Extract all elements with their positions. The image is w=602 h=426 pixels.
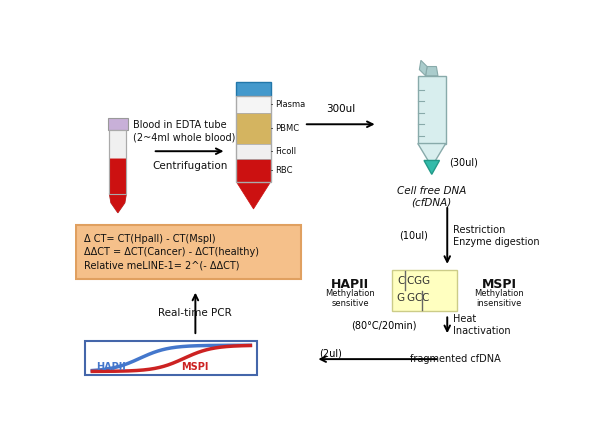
Text: Centrifugation: Centrifugation bbox=[152, 161, 228, 171]
Text: G: G bbox=[421, 276, 430, 286]
Polygon shape bbox=[110, 130, 126, 193]
Polygon shape bbox=[108, 118, 128, 130]
Text: Heat
Inactivation: Heat Inactivation bbox=[453, 314, 511, 336]
Polygon shape bbox=[424, 161, 439, 174]
FancyBboxPatch shape bbox=[76, 225, 301, 279]
Text: C: C bbox=[397, 276, 405, 286]
Text: Ficoll: Ficoll bbox=[275, 147, 296, 156]
Text: Methylation
insensitive: Methylation insensitive bbox=[474, 288, 524, 308]
Polygon shape bbox=[237, 144, 270, 159]
Text: RBC: RBC bbox=[275, 166, 293, 175]
Text: Δ CT= CT(Hpall) - CT(Mspl): Δ CT= CT(Hpall) - CT(Mspl) bbox=[84, 234, 216, 244]
Text: (10ul): (10ul) bbox=[399, 231, 428, 241]
Text: 300ul: 300ul bbox=[326, 104, 355, 114]
Polygon shape bbox=[418, 76, 445, 144]
Text: Relative meLINE-1= 2^(- ΔΔCT): Relative meLINE-1= 2^(- ΔΔCT) bbox=[84, 260, 239, 270]
FancyBboxPatch shape bbox=[85, 341, 258, 375]
Text: (30ul): (30ul) bbox=[449, 158, 477, 168]
Text: Blood in EDTA tube
(2~4ml whole blood): Blood in EDTA tube (2~4ml whole blood) bbox=[134, 121, 236, 142]
Text: G: G bbox=[397, 293, 405, 303]
Polygon shape bbox=[237, 182, 270, 209]
Text: C: C bbox=[422, 293, 429, 303]
Polygon shape bbox=[237, 96, 270, 113]
Text: Restriction
Enzyme digestion: Restriction Enzyme digestion bbox=[453, 225, 540, 247]
Text: MSPI: MSPI bbox=[181, 362, 208, 372]
Polygon shape bbox=[110, 193, 126, 213]
Text: G: G bbox=[414, 276, 422, 286]
Text: HAPII: HAPII bbox=[96, 362, 126, 372]
Text: Methylation
sensitive: Methylation sensitive bbox=[326, 288, 375, 308]
Polygon shape bbox=[420, 60, 427, 76]
Text: fragmented cfDNA: fragmented cfDNA bbox=[409, 354, 500, 364]
Text: (80°C/20min): (80°C/20min) bbox=[351, 320, 416, 330]
Text: Real-time PCR: Real-time PCR bbox=[158, 308, 232, 318]
Text: G: G bbox=[406, 293, 414, 303]
Text: C: C bbox=[406, 276, 414, 286]
Polygon shape bbox=[110, 159, 126, 213]
Polygon shape bbox=[237, 82, 270, 96]
Text: MSPI: MSPI bbox=[482, 278, 517, 291]
Polygon shape bbox=[426, 66, 438, 76]
Polygon shape bbox=[237, 113, 270, 144]
Text: C: C bbox=[414, 293, 421, 303]
Polygon shape bbox=[418, 144, 445, 167]
Text: ΔΔCT = ΔCT(Cancer) - ΔCT(healthy): ΔΔCT = ΔCT(Cancer) - ΔCT(healthy) bbox=[84, 247, 259, 257]
Polygon shape bbox=[237, 159, 270, 182]
Text: HAPII: HAPII bbox=[331, 278, 370, 291]
FancyBboxPatch shape bbox=[393, 270, 458, 311]
Text: Plasma: Plasma bbox=[275, 100, 305, 109]
Text: (2ul): (2ul) bbox=[320, 349, 343, 359]
Text: Cell free DNA
(cfDNA): Cell free DNA (cfDNA) bbox=[397, 186, 467, 207]
Text: PBMC: PBMC bbox=[275, 124, 299, 132]
